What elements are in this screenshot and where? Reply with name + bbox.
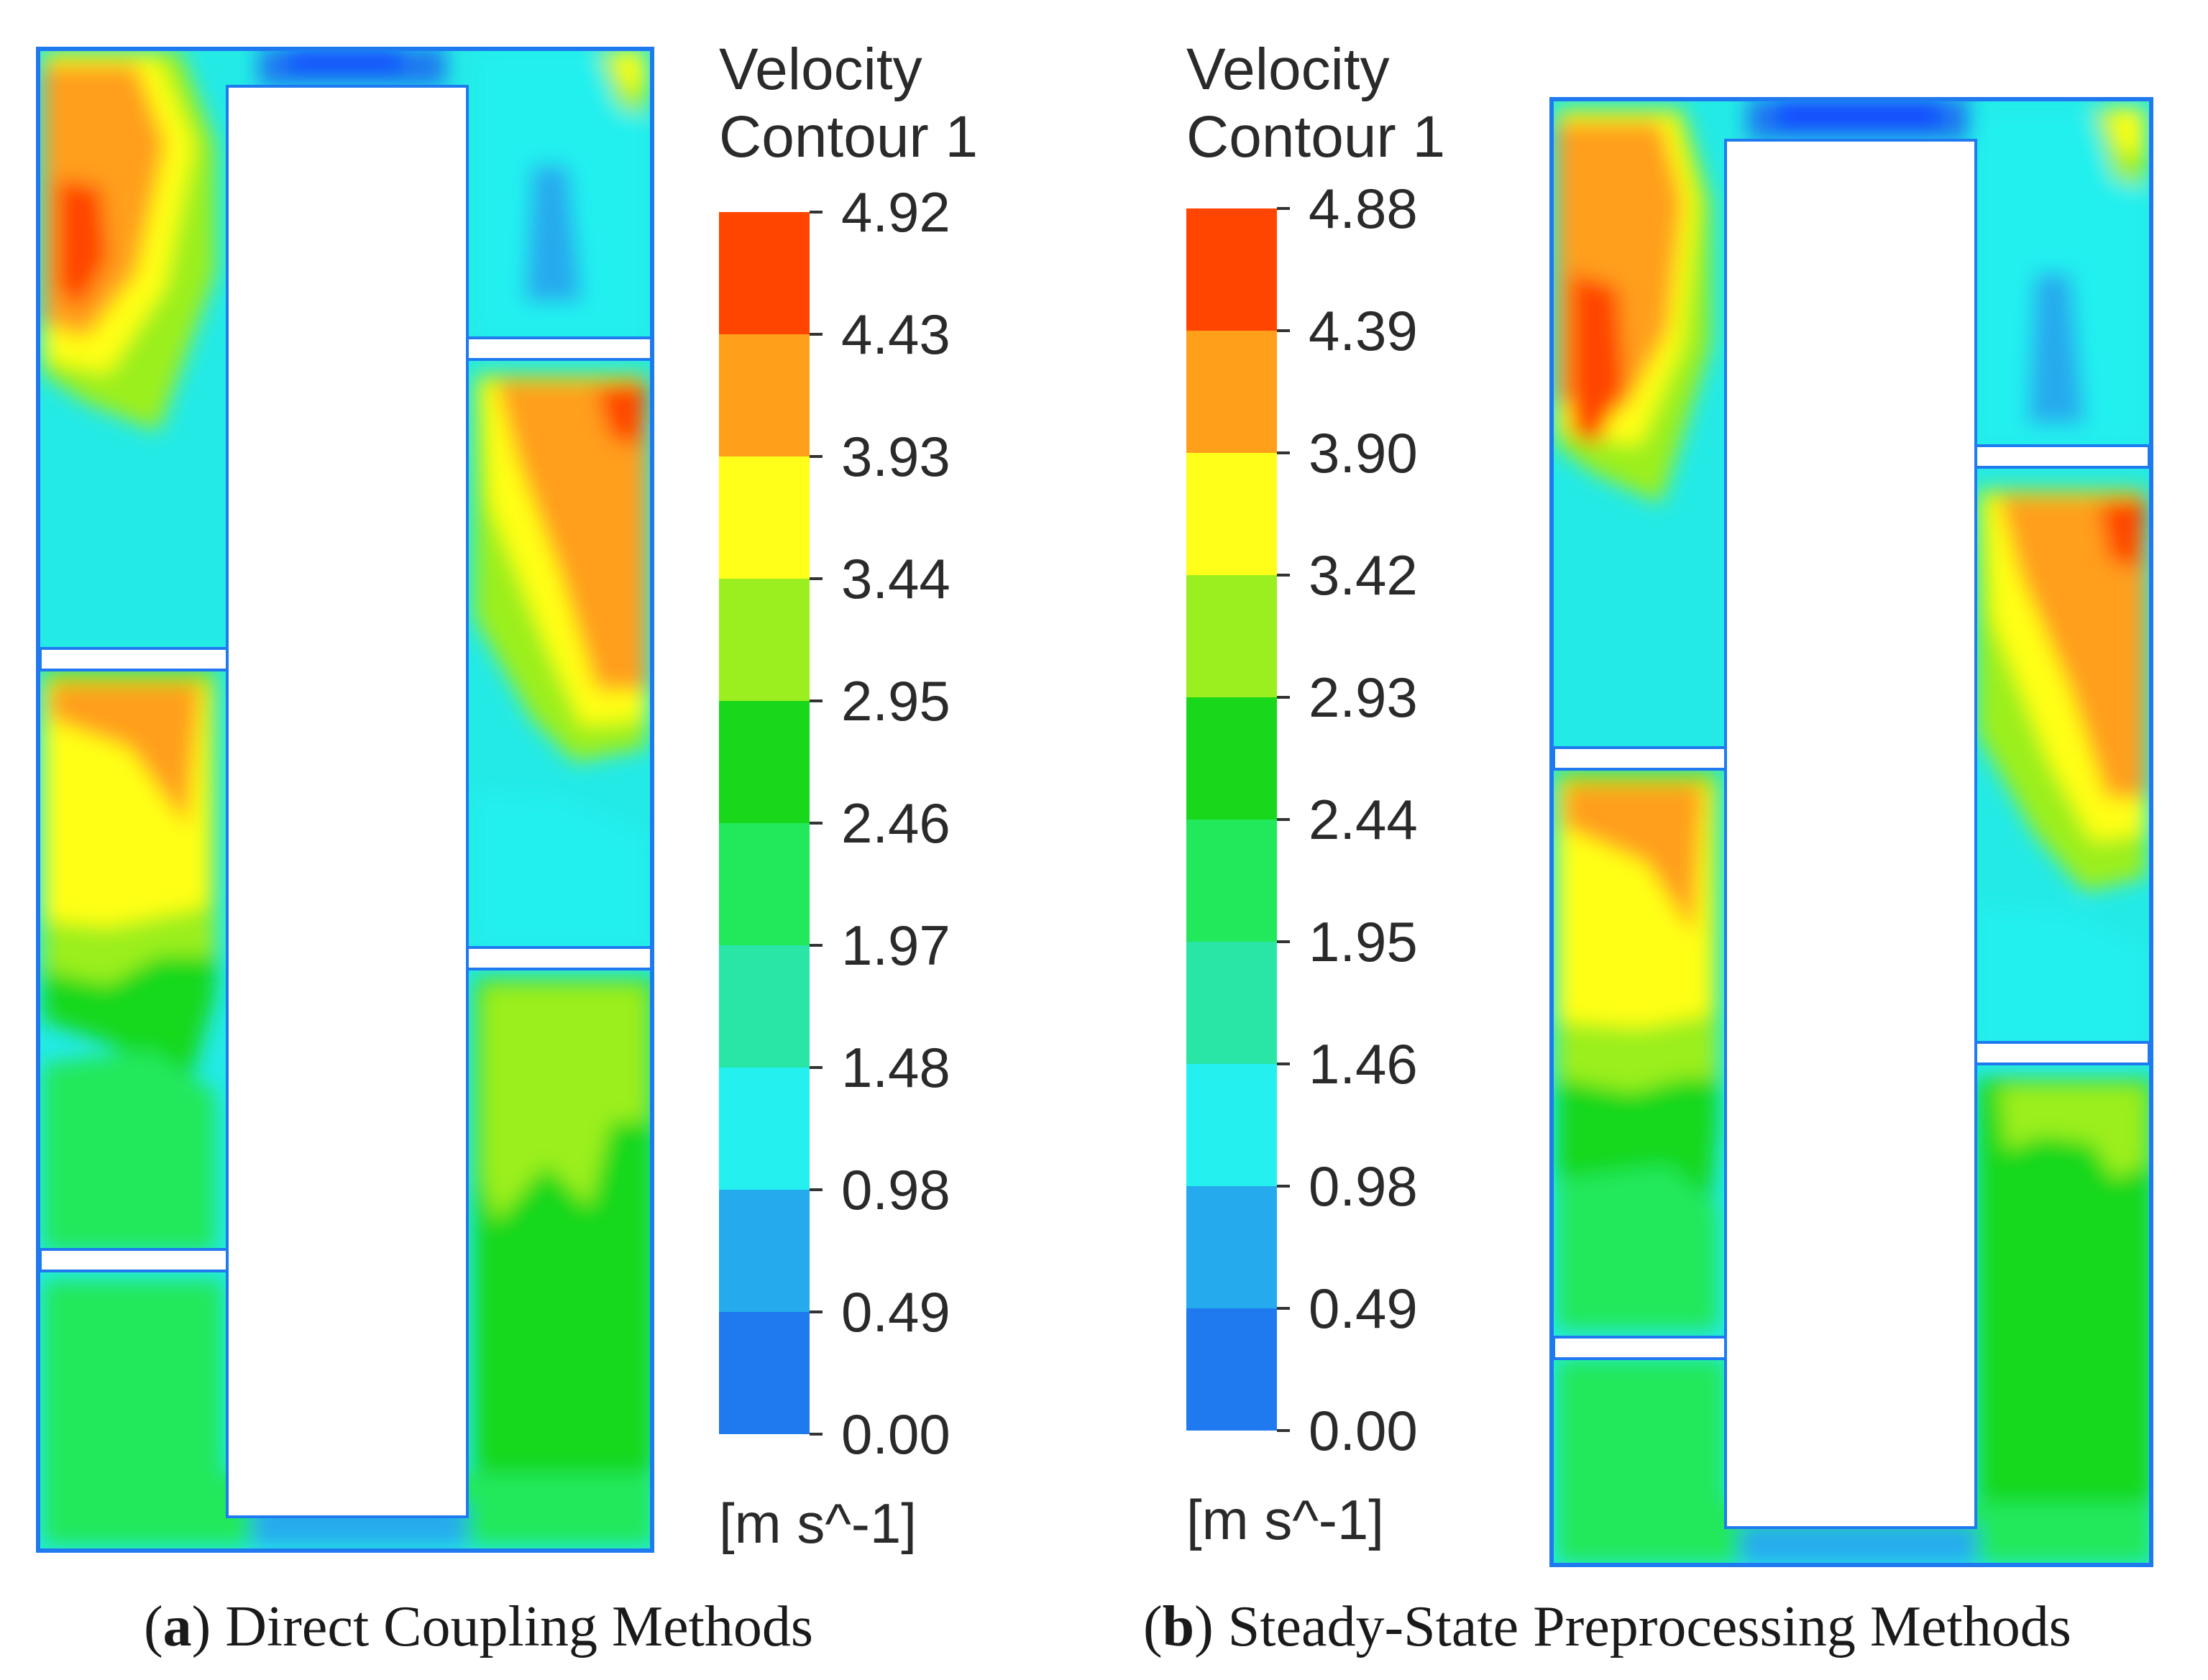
colorbar-tick-label: 2.44: [1309, 788, 1418, 851]
colorbar-band: [1186, 1186, 1277, 1308]
colorbar-tick-mark: [810, 333, 823, 336]
panel-a: Velocity Contour 1 4.92 4.43 3.93 3.44 2.95 2…: [0, 0, 1078, 1582]
colorbar-band: [719, 701, 810, 823]
colorbar-band: [1186, 575, 1277, 697]
colorbar-tick-label: 3.44: [841, 547, 950, 610]
colorbar-tick-label: 0.00: [841, 1403, 950, 1466]
colorbar-tick-label: 0.98: [1309, 1155, 1418, 1218]
colorbar-band: [1186, 697, 1277, 820]
colorbar-tick-label: 0.49: [1309, 1277, 1418, 1340]
unit-label-a: [m s^-1]: [719, 1492, 917, 1555]
colorbar-tick-mark: [1277, 329, 1290, 332]
caption-b-close: ): [1194, 1595, 1214, 1658]
colorbar-tick-mark: [810, 577, 823, 580]
colorbar-tick-label: 1.95: [1309, 910, 1418, 973]
colorbar-tick-label: 4.43: [841, 303, 950, 366]
colorbar-band: [719, 212, 810, 334]
colorbar-tick-label: 2.95: [841, 669, 950, 733]
caption-b-open: (: [1143, 1595, 1163, 1658]
legend-b: Velocity Contour 1 4.88 4.39 3.90 3.42 2.93 2…: [1186, 36, 1531, 1567]
legend-title-b: Velocity Contour 1: [1186, 36, 1488, 171]
legend-title-line1: Velocity: [1186, 37, 1390, 102]
colorbar-tick-mark: [1277, 1307, 1290, 1310]
colorbar-tick-label: 4.92: [841, 180, 950, 244]
colorbar-band: [719, 945, 810, 1068]
unit-label-b: [m s^-1]: [1186, 1488, 1384, 1551]
colorbar-tick-mark: [1277, 1429, 1290, 1432]
colorbar-band: [1186, 820, 1277, 942]
colorbar-tick-mark: [1277, 1185, 1290, 1188]
colorbar-tick-mark: [810, 1311, 823, 1313]
velocity-contour-b: [1549, 97, 2153, 1567]
colorbar-tick-mark: [1277, 451, 1290, 454]
caption-a-label: a: [162, 1595, 192, 1658]
colorbar-tick-label: 1.48: [841, 1036, 950, 1099]
colorbar-tick-mark: [810, 455, 823, 458]
legend-a: Velocity Contour 1 4.92 4.43 3.93 3.44 2.95 2…: [719, 36, 1064, 1567]
colorbar-tick-label: 0.00: [1309, 1399, 1418, 1462]
colorbar-tick-label: 0.49: [841, 1280, 950, 1344]
colorbar-band: [719, 1312, 810, 1434]
colorbar-tick-mark: [810, 944, 823, 947]
colorbar-band: [1186, 453, 1277, 575]
colorbar-tick-mark: [810, 1066, 823, 1069]
colorbar-band: [1186, 208, 1277, 331]
colorbar-tick-mark: [1277, 207, 1290, 210]
colorbar-a: [719, 212, 810, 1434]
colorbar-tick-mark: [810, 1433, 823, 1436]
colorbar-tick-mark: [810, 699, 823, 702]
colorbar-tick-label: 3.93: [841, 425, 950, 488]
colorbar-tick-label: 0.98: [841, 1158, 950, 1221]
colorbar-b: [1186, 208, 1277, 1431]
caption-b-text: Steady-State Preprocessing Methods: [1213, 1595, 2071, 1658]
colorbar-tick-mark: [1277, 818, 1290, 821]
legend-title-line2: Contour 1: [1186, 104, 1446, 170]
caption-b-label: b: [1162, 1595, 1195, 1658]
colorbar-band: [719, 456, 810, 579]
panel-b: Velocity Contour 1 4.88 4.39 3.90 3.42 2.93 2…: [1136, 0, 2208, 1582]
colorbar-tick-label: 2.46: [841, 791, 950, 855]
colorbar-tick-label: 4.39: [1309, 299, 1418, 362]
colorbar-band: [1186, 1064, 1277, 1186]
colorbar-band: [1186, 331, 1277, 453]
colorbar-tick-mark: [1277, 574, 1290, 577]
caption-a-close: ): [191, 1595, 211, 1658]
caption-a-text: Direct Coupling Methods: [211, 1595, 813, 1658]
colorbar-tick-label: 1.97: [841, 914, 950, 977]
colorbar-band: [719, 823, 810, 945]
colorbar-band: [719, 1190, 810, 1312]
legend-title-a: Velocity Contour 1: [719, 36, 1021, 171]
colorbar-tick-label: 2.93: [1309, 666, 1418, 729]
colorbar-tick-mark: [810, 822, 823, 825]
colorbar-band: [719, 1068, 810, 1190]
caption-b: (b) Steady-State Preprocessing Methods: [1143, 1592, 2071, 1661]
colorbar-tick-label: 4.88: [1309, 177, 1418, 240]
colorbar-tick-mark: [1277, 1062, 1290, 1065]
colorbar-tick-mark: [1277, 940, 1290, 943]
colorbar-tick-mark: [1277, 696, 1290, 699]
colorbar-tick-mark: [810, 211, 823, 214]
colorbar-band: [1186, 942, 1277, 1064]
legend-title-line1: Velocity: [719, 37, 922, 102]
colorbar-band: [1186, 1308, 1277, 1431]
velocity-contour-a: [36, 47, 654, 1553]
colorbar-band: [719, 334, 810, 456]
colorbar-band: [719, 579, 810, 701]
colorbar-tick-label: 3.42: [1309, 543, 1418, 607]
colorbar-tick-mark: [810, 1188, 823, 1191]
caption-a: (a) Direct Coupling Methods: [144, 1592, 813, 1661]
caption-a-open: (: [144, 1595, 163, 1658]
colorbar-tick-label: 1.46: [1309, 1032, 1418, 1096]
legend-title-line2: Contour 1: [719, 104, 979, 170]
colorbar-tick-label: 3.90: [1309, 421, 1418, 485]
